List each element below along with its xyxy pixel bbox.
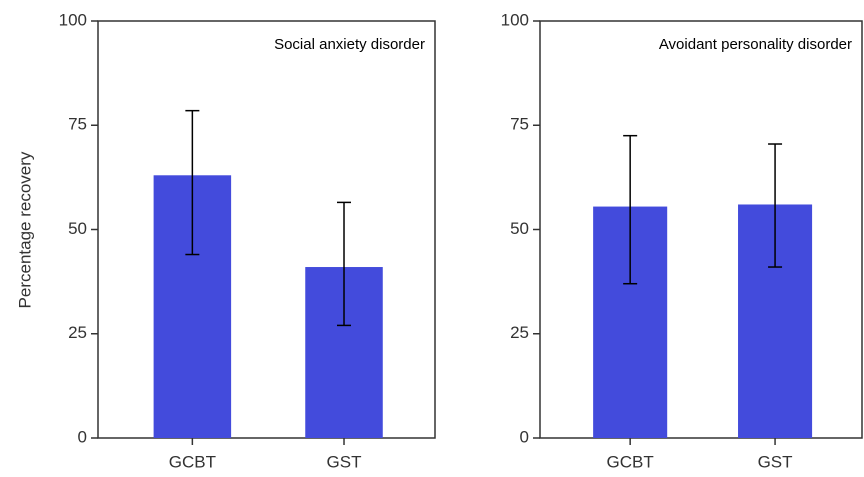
y-tick-label: 25	[68, 323, 87, 342]
y-tick-label: 100	[501, 10, 529, 29]
y-tick-label: 0	[520, 427, 529, 446]
y-tick-label: 50	[68, 219, 87, 238]
y-axis-label: Percentage recovery	[15, 151, 34, 308]
y-tick-label: 75	[68, 115, 87, 134]
y-tick-label: 75	[510, 115, 529, 134]
x-tick-label: GST	[758, 452, 793, 471]
panel-title: Avoidant personality disorder	[659, 36, 852, 53]
x-tick-label: GCBT	[169, 452, 216, 471]
y-tick-label: 25	[510, 323, 529, 342]
x-tick-label: GST	[327, 452, 362, 471]
panel-title: Social anxiety disorder	[274, 36, 425, 53]
plot-frame	[97, 20, 436, 439]
y-tick-label: 50	[510, 219, 529, 238]
y-tick-label: 0	[78, 427, 87, 446]
x-tick-label: GCBT	[607, 452, 654, 471]
y-tick-label: 100	[59, 10, 87, 29]
plot-frame	[539, 20, 863, 439]
